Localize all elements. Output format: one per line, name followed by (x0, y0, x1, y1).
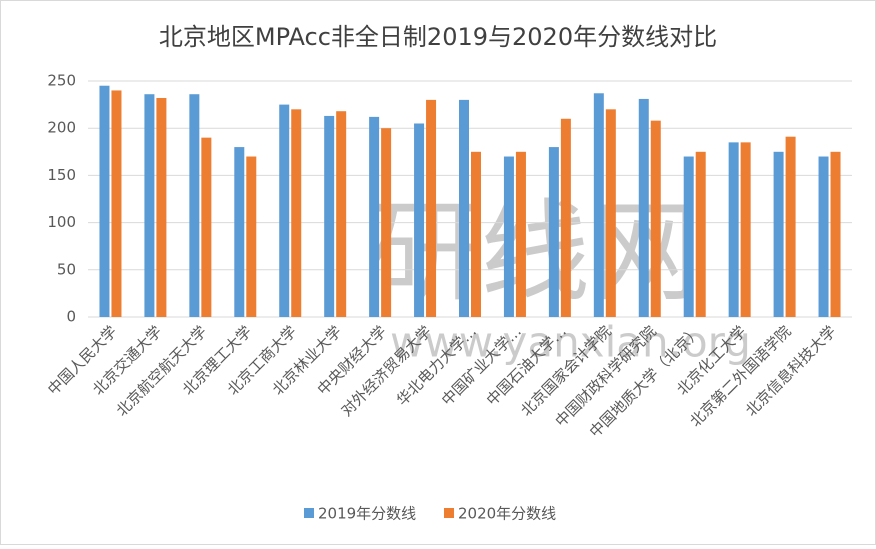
y-tick-label: 100 (47, 213, 76, 231)
bar (336, 111, 347, 317)
bar (369, 116, 380, 317)
svg-text:www.yanxian.org: www.yanxian.org (390, 318, 751, 367)
chart-title: 北京地区MPAcc非全日制2019与2020年分数线对比 (159, 23, 717, 51)
y-tick-label: 0 (66, 308, 76, 326)
bar (740, 142, 751, 317)
bar (201, 137, 212, 317)
bar (459, 99, 469, 317)
bar (246, 156, 257, 317)
bar (144, 94, 155, 317)
bar (426, 99, 437, 317)
y-tick-label: 150 (47, 166, 76, 184)
bar (515, 151, 526, 317)
bar (111, 90, 122, 317)
y-tick-label: 200 (47, 119, 76, 137)
bar (156, 97, 167, 317)
legend-label: 2020年分数线 (458, 505, 556, 523)
bar (189, 94, 200, 317)
bar (773, 151, 784, 317)
bar (234, 147, 245, 317)
bar (785, 136, 796, 317)
bar (560, 118, 571, 317)
legend-label: 2019年分数线 (318, 505, 416, 523)
bar (830, 151, 841, 317)
bar (728, 142, 739, 317)
bar (818, 156, 829, 317)
bar (414, 123, 425, 317)
bar (593, 93, 604, 317)
bar (548, 147, 559, 317)
y-tick-label: 250 (47, 72, 76, 90)
bar (471, 151, 481, 317)
bar (324, 115, 335, 317)
bar (99, 85, 110, 317)
bar (279, 104, 290, 317)
legend-swatch (444, 508, 454, 518)
legend-swatch (304, 508, 314, 518)
y-tick-label: 50 (57, 260, 76, 278)
bar (381, 128, 392, 317)
bar (503, 156, 514, 317)
bar (650, 120, 661, 317)
bar (291, 109, 302, 317)
bar (638, 98, 649, 317)
bar (695, 151, 706, 317)
bar (683, 156, 694, 317)
bar (605, 109, 616, 317)
